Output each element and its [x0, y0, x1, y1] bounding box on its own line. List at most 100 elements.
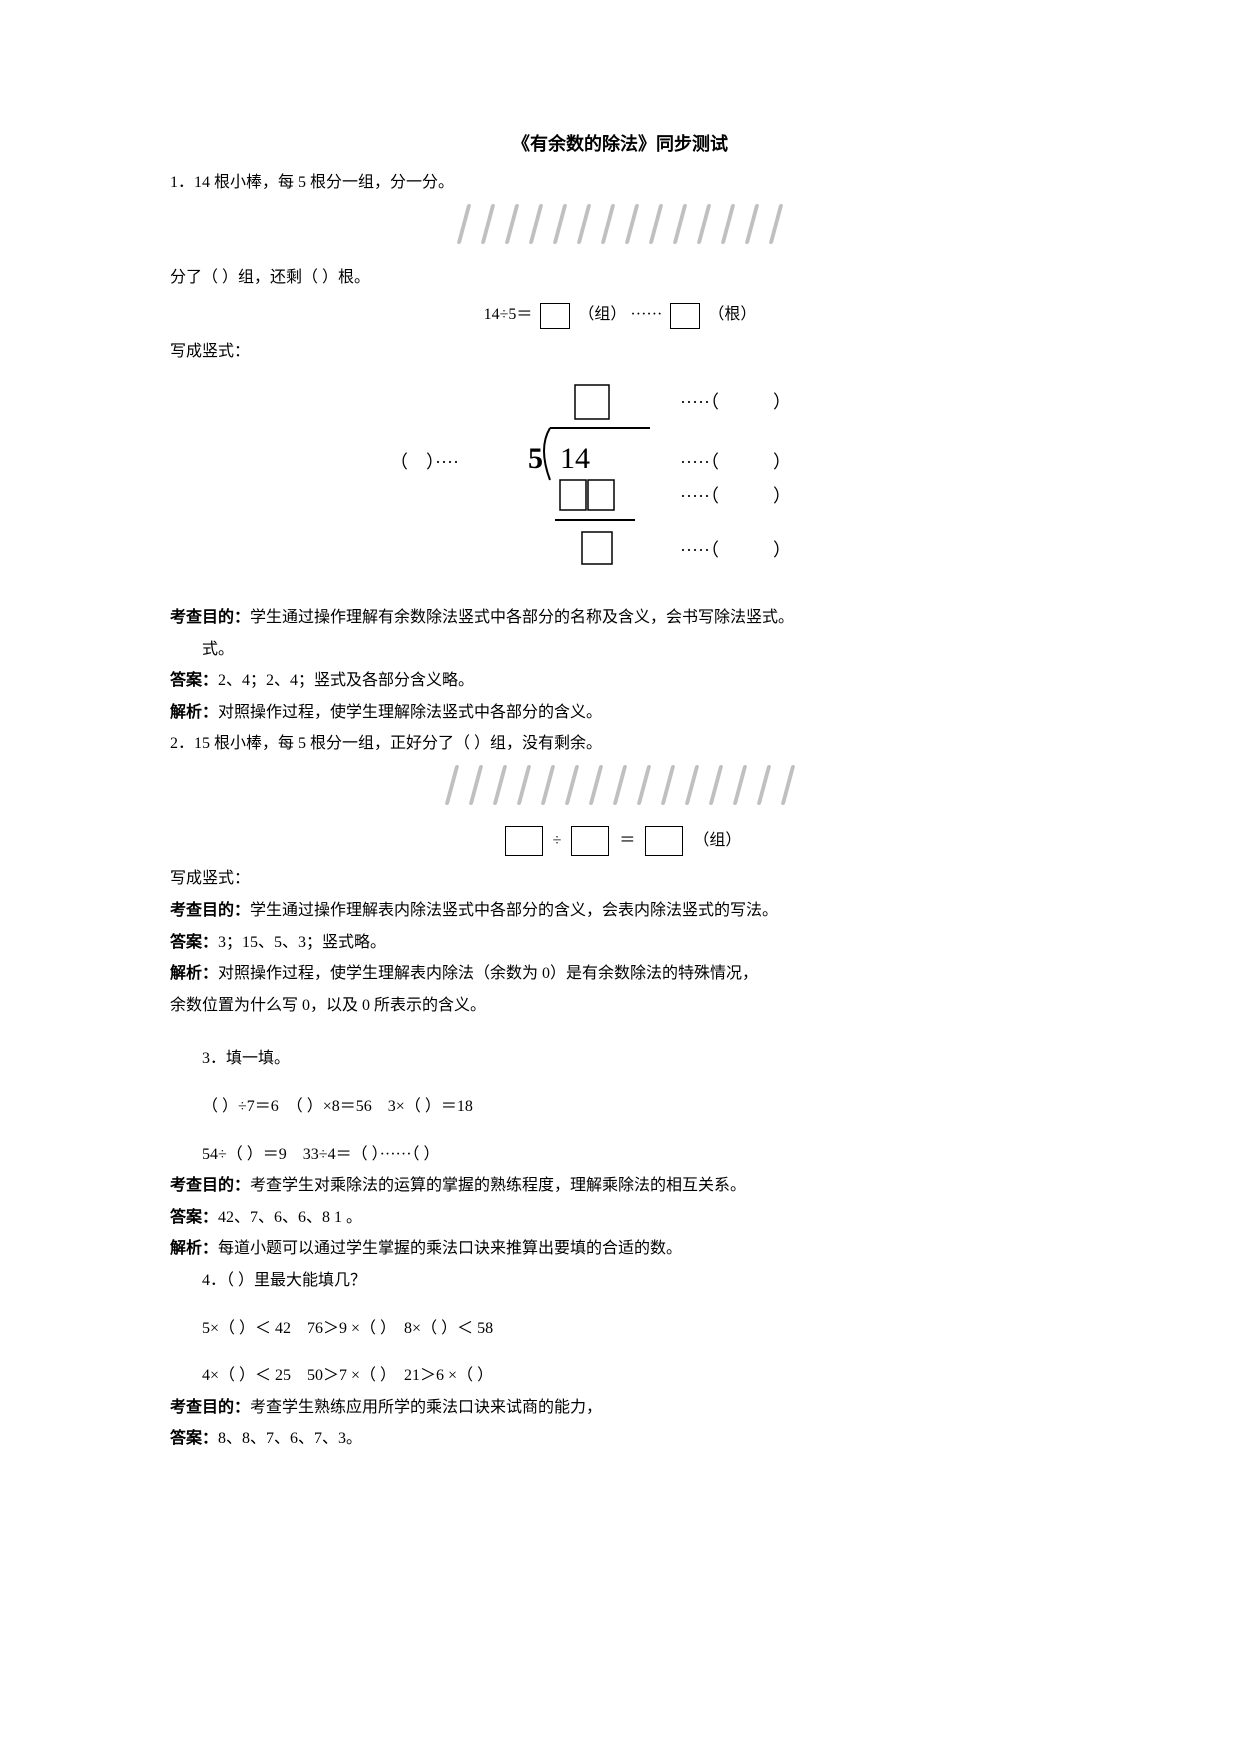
stick-icon: [493, 765, 508, 805]
q1-eq-dots: ······: [630, 306, 662, 323]
q1-analysis: 解析：对照操作过程，使学生理解除法竖式中各部分的含义。: [170, 700, 1070, 726]
stick-icon: [529, 204, 544, 244]
q2-analysis: 解析：对照操作过程，使学生理解表内除法（余数为 0）是有余数除法的特殊情况，: [170, 961, 1070, 987]
stick-icon: [481, 204, 496, 244]
stick-icon: [637, 765, 652, 805]
stick-icon: [541, 765, 556, 805]
analysis-label: 解析：: [170, 704, 218, 721]
stick-icon: [457, 204, 472, 244]
purpose-label: 考查目的：: [170, 902, 250, 919]
stick-icon: [625, 204, 640, 244]
answer-text: 8、8、7、6、7、3。: [218, 1430, 362, 1447]
q2-unit: （组）: [693, 832, 741, 849]
answer-label: 答案：: [170, 672, 218, 689]
analysis-text: 对照操作过程，使学生理解除法竖式中各部分的含义。: [218, 704, 602, 721]
purpose-text: 考查学生熟练应用所学的乘法口诀来试商的能力，: [250, 1399, 602, 1416]
q1-prompt: 1．14 根小棒，每 5 根分一组，分一分。: [170, 170, 1070, 196]
svg-text:（ ）····: （ ）····: [390, 452, 459, 472]
q3-prompt: 3．填一填。: [170, 1046, 1070, 1072]
q2-answer: 答案：3；15、5、3；竖式略。: [170, 930, 1070, 956]
purpose-label: 考查目的：: [170, 1399, 250, 1416]
q2-vertical-label: 写成竖式：: [170, 866, 1070, 892]
stick-icon: [601, 204, 616, 244]
stick-icon: [469, 765, 484, 805]
analysis-text: 对照操作过程，使学生理解表内除法（余数为 0）是有余数除法的特殊情况，: [218, 965, 758, 982]
answer-text: 42、7、6、6、8 1 。: [218, 1209, 362, 1226]
svg-text:·····（ ）: ·····（ ）: [680, 540, 791, 560]
purpose-text: 考查学生对乘除法的运算的掌握的熟练程度，理解乘除法的相互关系。: [250, 1177, 746, 1194]
purpose-label: 考查目的：: [170, 609, 250, 626]
svg-text:·····（ ）: ·····（ ）: [680, 486, 791, 506]
q1-vertical-expression: 5 （ ）···· 14 ·····（ ） ·····（ ） ·····（ ） …: [170, 380, 1070, 585]
stick-icon: [613, 765, 628, 805]
svg-text:·····（ ）: ·····（ ）: [680, 452, 791, 472]
q1-sticks: [170, 204, 1070, 249]
answer-label: 答案：: [170, 934, 218, 951]
stick-icon: [589, 765, 604, 805]
answer-label: 答案：: [170, 1430, 218, 1447]
answer-text: 3；15、5、3；竖式略。: [218, 934, 386, 951]
analysis-text: 每道小题可以通过学生掌握的乘法口诀来推算出要填的合适的数。: [218, 1240, 682, 1257]
q1-fill-line: 分了（ ）组，还剩（ ）根。: [170, 265, 1070, 291]
stick-icon: [709, 765, 724, 805]
stick-icon: [781, 765, 796, 805]
q1-eq-unit2: （根）: [708, 306, 756, 323]
stick-icon: [661, 765, 676, 805]
svg-text:5: 5: [528, 442, 543, 475]
stick-icon: [769, 204, 784, 244]
answer-text: 2、4；2、4；竖式及各部分含义略。: [218, 672, 474, 689]
divide-sign: ÷: [553, 832, 566, 849]
stick-icon: [565, 765, 580, 805]
answer-box[interactable]: [571, 826, 609, 856]
answer-label: 答案：: [170, 1209, 218, 1226]
q4-row2: 4×（ ）＜ 25 50＞7 ×（ ） 21＞6 ×（ ）: [170, 1363, 1070, 1389]
stick-icon: [685, 765, 700, 805]
stick-icon: [673, 204, 688, 244]
q4-row1: 5×（ ）＜ 42 76＞9 ×（ ） 8×（ ）＜ 58: [170, 1316, 1070, 1342]
stick-icon: [445, 765, 460, 805]
answer-box[interactable]: [540, 303, 570, 329]
answer-box[interactable]: [670, 303, 700, 329]
stick-icon: [757, 765, 772, 805]
stick-icon: [577, 204, 592, 244]
analysis-label: 解析：: [170, 965, 218, 982]
page-title: 《有余数的除法》同步测试: [170, 130, 1070, 156]
q1-vertical-label: 写成竖式：: [170, 339, 1070, 365]
answer-box[interactable]: [505, 826, 543, 856]
purpose-text: 学生通过操作理解表内除法竖式中各部分的含义，会表内除法竖式的写法。: [250, 902, 778, 919]
q3-purpose: 考查目的：考查学生对乘除法的运算的掌握的熟练程度，理解乘除法的相互关系。: [170, 1173, 1070, 1199]
svg-text:·····（ ）: ·····（ ）: [680, 392, 791, 412]
q3-analysis: 解析：每道小题可以通过学生掌握的乘法口诀来推算出要填的合适的数。: [170, 1236, 1070, 1262]
stick-icon: [517, 765, 532, 805]
stick-icon: [553, 204, 568, 244]
q4-prompt: 4．（ ）里最大能填几？: [170, 1268, 1070, 1294]
svg-text:14: 14: [560, 442, 590, 475]
stick-icon: [697, 204, 712, 244]
stick-icon: [505, 204, 520, 244]
q4-purpose: 考查目的：考查学生熟练应用所学的乘法口诀来试商的能力，: [170, 1395, 1070, 1421]
q1-equation: 14÷5＝ （组） ······ （根）: [170, 300, 1070, 328]
q2-equation: ÷ ＝ （组）: [170, 826, 1070, 856]
analysis-label: 解析：: [170, 1240, 218, 1257]
purpose-label: 考查目的：: [170, 1177, 250, 1194]
q2-prompt: 2．15 根小棒，每 5 根分一组，正好分了（ ）组，没有剩余。: [170, 731, 1070, 757]
q3-row2: 54÷（ ）＝9 33÷4＝（ ）······（ ）: [170, 1142, 1070, 1168]
equals-sign: ＝: [619, 832, 639, 849]
stick-icon: [745, 204, 760, 244]
q2-purpose: 考查目的：学生通过操作理解表内除法竖式中各部分的含义，会表内除法竖式的写法。: [170, 898, 1070, 924]
q1-eq-unit1: （组）: [578, 306, 626, 323]
purpose-text: 学生通过操作理解有余数除法竖式中各部分的名称及含义，会书写除法竖式。: [250, 609, 794, 626]
q1-purpose-cont: 式。: [170, 637, 1070, 663]
answer-box[interactable]: [645, 826, 683, 856]
stick-icon: [649, 204, 664, 244]
q3-row1: （ ）÷7＝6 （ ）×8＝56 3×（ ）＝18: [170, 1094, 1070, 1120]
q4-answer: 答案：8、8、7、6、7、3。: [170, 1426, 1070, 1452]
stick-icon: [733, 765, 748, 805]
q1-eq-prefix: 14÷5＝: [484, 306, 533, 323]
q1-answer: 答案：2、4；2、4；竖式及各部分含义略。: [170, 668, 1070, 694]
q2-analysis2: 余数位置为什么写 0，以及 0 所表示的含义。: [170, 993, 1070, 1019]
stick-icon: [721, 204, 736, 244]
q2-sticks: [170, 765, 1070, 810]
q3-answer: 答案：42、7、6、6、8 1 。: [170, 1205, 1070, 1231]
q1-purpose: 考查目的：学生通过操作理解有余数除法竖式中各部分的名称及含义，会书写除法竖式。: [170, 605, 1070, 631]
